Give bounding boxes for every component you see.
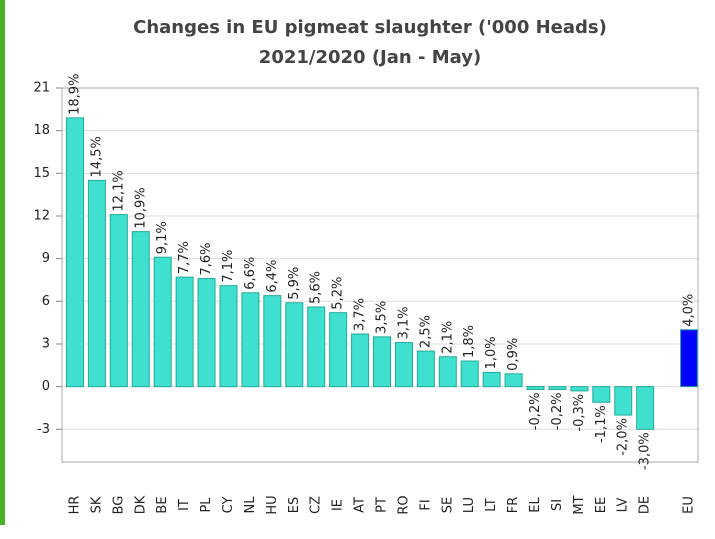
data-label: 2,5%: [418, 315, 433, 348]
data-label: 1,0%: [484, 336, 499, 369]
bar: [307, 306, 326, 388]
x-tick-label: SK: [89, 496, 104, 513]
bar: [636, 386, 655, 430]
x-tick-label: CZ: [309, 496, 324, 514]
x-tick-label: SI: [550, 499, 565, 511]
bar: [65, 117, 84, 388]
y-tick-label: 21: [33, 81, 50, 96]
x-tick-label: PT: [375, 497, 390, 513]
data-label: 10,9%: [133, 187, 148, 228]
bar: [570, 386, 589, 392]
data-label: 5,6%: [309, 271, 324, 304]
side-stripe: [0, 0, 5, 525]
x-tick-label: NL: [243, 496, 258, 514]
y-tick-label: 18: [33, 123, 50, 138]
x-tick-label: EL: [528, 497, 543, 513]
x-tick-label: AT: [353, 497, 368, 513]
y-tick-label: 0: [42, 379, 50, 394]
bar: [460, 360, 479, 388]
data-label: -2,0%: [616, 418, 631, 456]
data-label: 18,9%: [67, 74, 82, 115]
bar: [131, 231, 150, 388]
data-label: 2,1%: [440, 321, 455, 354]
x-tick-label: LT: [484, 498, 499, 511]
bar: [241, 292, 260, 388]
x-tick-label: DK: [133, 495, 148, 514]
data-label: 9,1%: [155, 221, 170, 254]
bar: [416, 350, 435, 388]
bar: [109, 214, 128, 388]
x-tick-label: DE: [638, 496, 653, 514]
x-tick-label: LU: [462, 497, 477, 513]
bar: [351, 333, 370, 388]
data-label: 1,8%: [462, 325, 477, 358]
bar: [263, 295, 282, 388]
data-label: 12,1%: [111, 170, 126, 211]
x-tick-label: EE: [594, 497, 609, 513]
data-label: -1,1%: [594, 405, 609, 443]
y-tick-label: 3: [42, 336, 50, 351]
data-label: 14,5%: [89, 136, 104, 177]
bar: [482, 371, 501, 388]
x-tick-label: CY: [221, 497, 236, 514]
bar: [219, 285, 238, 388]
x-tick-label: IE: [331, 499, 346, 511]
x-tick-label: FI: [418, 499, 433, 510]
data-label: 6,4%: [265, 260, 280, 293]
bar: [592, 386, 611, 403]
bar: [438, 356, 457, 388]
bar: [526, 386, 545, 390]
x-tick-label: ES: [287, 497, 302, 513]
data-label: 7,1%: [221, 250, 236, 283]
bar: [680, 329, 699, 388]
x-tick-label: HR: [67, 496, 82, 515]
data-label: 0,9%: [506, 338, 521, 371]
bar: [197, 278, 216, 388]
data-label: 5,9%: [287, 267, 302, 300]
data-label: 3,5%: [375, 301, 390, 334]
y-tick-label: 9: [42, 251, 50, 266]
chart-title: 2021/2020 (Jan - May): [259, 47, 481, 68]
bar: [394, 342, 413, 388]
data-label: -0,3%: [572, 394, 587, 432]
bar: [329, 312, 348, 388]
x-tick-label: EU: [682, 496, 697, 514]
data-label: 6,6%: [243, 257, 258, 290]
x-tick-label: SE: [440, 497, 455, 513]
y-tick-label: 6: [42, 294, 50, 309]
bar: [504, 373, 523, 388]
data-label: 3,7%: [353, 298, 368, 331]
data-label: 5,2%: [331, 277, 346, 310]
x-tick-label: HU: [265, 495, 280, 514]
bar: [153, 256, 172, 388]
bar: [548, 386, 567, 390]
bar: [175, 276, 194, 388]
bar: [285, 302, 304, 388]
x-tick-label: IT: [177, 499, 192, 511]
data-label: -3,0%: [638, 432, 653, 470]
y-tick-label: 15: [33, 166, 50, 181]
data-label: 4,0%: [682, 294, 697, 327]
x-tick-label: BG: [111, 496, 126, 515]
x-tick-label: RO: [396, 495, 411, 514]
bar: [373, 336, 391, 388]
x-tick-label: BE: [155, 496, 170, 513]
data-label: 7,7%: [177, 241, 192, 274]
x-tick-label: PL: [199, 497, 214, 513]
data-label: -0,2%: [550, 392, 565, 430]
y-tick-label: 12: [33, 208, 50, 223]
data-label: 3,1%: [396, 307, 411, 340]
x-tick-label: FR: [506, 497, 521, 514]
bar: [87, 179, 106, 388]
x-tick-label: MT: [572, 495, 587, 514]
x-tick-label: LV: [616, 498, 631, 513]
y-tick-label: -3: [37, 422, 50, 437]
plot-border: [61, 87, 699, 463]
data-label: -0,2%: [528, 392, 543, 430]
chart-title: Changes in EU pigmeat slaughter ('000 He…: [133, 17, 607, 38]
data-label: 7,6%: [199, 243, 214, 276]
bar: [614, 386, 633, 416]
